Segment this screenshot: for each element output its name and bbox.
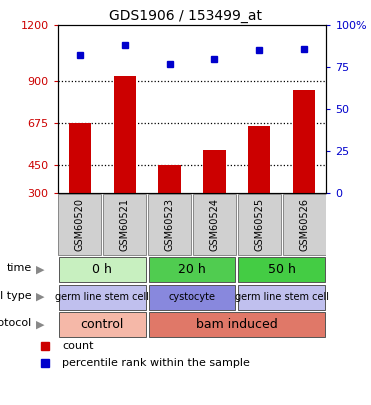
Text: GSM60524: GSM60524 — [209, 198, 219, 251]
Text: ▶: ▶ — [36, 292, 44, 302]
Bar — [248, 126, 270, 193]
Bar — [148, 194, 191, 255]
Text: bam induced: bam induced — [196, 318, 278, 331]
Text: time: time — [6, 263, 32, 273]
Text: GSM60526: GSM60526 — [299, 198, 309, 251]
Text: germ line stem cell: germ line stem cell — [55, 292, 150, 302]
Text: GSM60523: GSM60523 — [165, 198, 175, 251]
Text: 50 h: 50 h — [268, 263, 296, 276]
Bar — [59, 257, 146, 282]
Text: protocol: protocol — [0, 318, 32, 328]
Bar — [293, 90, 315, 193]
Bar — [238, 257, 325, 282]
Text: 0 h: 0 h — [92, 263, 112, 276]
Text: cystocyte: cystocyte — [168, 292, 216, 302]
Text: count: count — [62, 341, 93, 351]
Text: ▶: ▶ — [36, 319, 44, 329]
Bar — [58, 194, 101, 255]
Text: 20 h: 20 h — [178, 263, 206, 276]
Bar — [148, 257, 236, 282]
Text: GSM60520: GSM60520 — [75, 198, 85, 251]
Text: control: control — [81, 318, 124, 331]
Text: ▶: ▶ — [36, 264, 44, 274]
Bar — [238, 194, 281, 255]
Bar — [193, 194, 236, 255]
Bar — [69, 123, 91, 193]
Bar — [238, 285, 325, 310]
Bar — [59, 285, 146, 310]
Bar — [203, 150, 226, 193]
Text: cell type: cell type — [0, 291, 32, 301]
Text: GDS1906 / 153499_at: GDS1906 / 153499_at — [109, 9, 262, 23]
Text: percentile rank within the sample: percentile rank within the sample — [62, 358, 250, 369]
Bar — [283, 194, 326, 255]
Bar — [148, 312, 325, 337]
Text: GSM60525: GSM60525 — [254, 198, 264, 251]
Bar — [148, 285, 236, 310]
Bar — [114, 76, 136, 193]
Bar — [103, 194, 146, 255]
Text: GSM60521: GSM60521 — [120, 198, 130, 251]
Bar — [59, 312, 146, 337]
Text: germ line stem cell: germ line stem cell — [234, 292, 329, 302]
Bar — [158, 165, 181, 193]
